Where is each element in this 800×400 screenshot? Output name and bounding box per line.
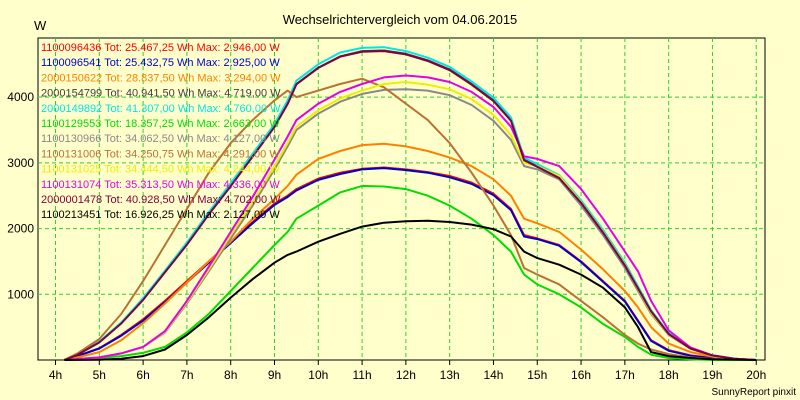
x-tick-label: 11h xyxy=(353,368,372,382)
x-tick-label: 13h xyxy=(440,368,460,382)
legend-entry: 1100129553 Tot: 18.357,25 Wh Max: 2.663,… xyxy=(41,118,280,130)
legend-entry: 2000154799 Tot: 40.941,50 Wh Max: 4.719,… xyxy=(41,88,281,100)
x-tick-label: 6h xyxy=(136,368,149,382)
legend-entry: 1100213451 Tot: 16.926,25 Wh Max: 2.127,… xyxy=(41,209,280,221)
legend-entry: 1100131006 Tot: 34.250,75 Wh Max: 4.291,… xyxy=(41,148,280,160)
chart-title: Wechselrichtervergleich vom 04.06.2015 xyxy=(283,12,518,27)
x-tick-label: 10h xyxy=(308,368,328,382)
x-tick-label: 16h xyxy=(571,368,591,382)
legend-entry: 2000150622 Tot: 28.837,50 Wh Max: 3.294,… xyxy=(41,72,281,84)
legend-entry: 2000001478 Tot: 40.928,50 Wh Max: 4.702,… xyxy=(41,194,281,206)
x-tick-label: 14h xyxy=(483,368,503,382)
x-tick-label: 8h xyxy=(224,368,237,382)
legend-entry: 1100130966 Tot: 34.062,50 Wh Max: 4.127,… xyxy=(41,133,280,145)
x-tick-label: 19h xyxy=(702,368,722,382)
x-tick-label: 9h xyxy=(268,368,281,382)
x-tick-label: 7h xyxy=(180,368,193,382)
x-tick-label: 4h xyxy=(49,368,62,382)
y-tick-label: 4000 xyxy=(7,90,34,104)
series-line-7 xyxy=(63,77,757,361)
footer-credit: SunnyReport pinxit xyxy=(712,387,797,398)
x-tick-label: 17h xyxy=(615,368,635,382)
series-line-11 xyxy=(64,219,757,361)
y-axis-unit-label: W xyxy=(34,18,47,33)
legend-entry: 2000149892 Tot: 41.307,00 Wh Max: 4.760,… xyxy=(41,103,281,115)
legend-entry: 1100131025 Tot: 34.444,50 Wh Max: 4.244,… xyxy=(41,164,280,176)
legend-entry: 1100131074 Tot: 35.313,50 Wh Max: 4.336,… xyxy=(41,179,280,191)
x-tick-label: 12h xyxy=(396,368,416,382)
series-layer xyxy=(63,46,757,361)
x-tick-label: 15h xyxy=(527,368,547,382)
legend-entry: 1100096436 Tot: 25.467,25 Wh Max: 2.946,… xyxy=(41,42,280,54)
y-tick-label: 3000 xyxy=(7,156,34,170)
legend-entry: 1100096541 Tot: 25.432,75 Wh Max: 2.925,… xyxy=(41,57,280,69)
series-line-5 xyxy=(64,184,757,361)
y-tick-label: 1000 xyxy=(7,287,34,301)
x-tick-label: 20h xyxy=(746,368,766,382)
x-tick-label: 18h xyxy=(659,368,679,382)
series-line-2 xyxy=(64,142,757,361)
legend: 1100096436 Tot: 25.467,25 Wh Max: 2.946,… xyxy=(41,42,281,221)
series-line-10 xyxy=(63,50,757,361)
x-tick-label: 5h xyxy=(93,368,106,382)
series-line-9 xyxy=(64,74,757,361)
y-tick-label: 2000 xyxy=(7,222,34,236)
axis-layer: 4h 5h 6h 7h 8h 9h 10h 11h 12h 13h 14h 15h 16h 17h 18h 1… xyxy=(7,90,766,382)
